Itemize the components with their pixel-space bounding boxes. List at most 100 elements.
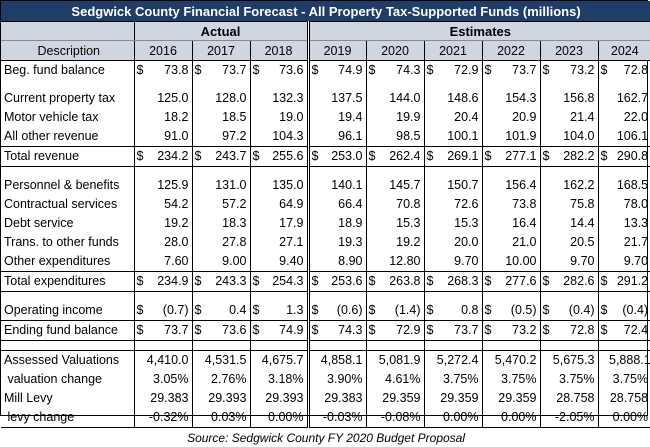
cell-value: 162.2 [551,176,598,195]
cell-value: 21.4 [551,108,598,127]
row-label: Other expenditures [1,252,134,272]
currency-symbol [308,351,319,371]
cell-value: 73.2 [493,321,540,341]
cell-value: 255.6 [261,147,308,167]
currency-symbol [482,214,493,233]
year-header: 2023 [540,41,598,61]
currency-symbol [192,127,203,147]
cell-value: (1.4) [377,301,424,321]
currency-symbol: $ [598,272,609,292]
cell-value: 0.00% [493,408,540,428]
cell-value: 28.758 [551,389,598,408]
currency-symbol: $ [366,272,377,292]
cell-value: 96.1 [319,127,366,147]
currency-symbol: $ [366,321,377,341]
currency-symbol [134,252,145,272]
currency-symbol [598,195,609,214]
currency-symbol: $ [482,321,493,341]
row-label: Current property tax [1,89,134,108]
currency-symbol [482,233,493,252]
currency-symbol [598,252,609,272]
currency-symbol [482,89,493,108]
cell-value: 148.6 [435,89,482,108]
table-title: Sedgwick County Financial Forecast - All… [1,1,650,22]
year-header: 2024 [598,41,650,61]
currency-symbol [366,108,377,127]
cell-value: 9.70 [551,252,598,272]
cell-value: 18.9 [319,214,366,233]
cell-value: 5,888.1 [609,351,650,371]
currency-symbol [482,108,493,127]
currency-symbol [598,127,609,147]
cell-value: 100.1 [435,127,482,147]
currency-symbol: $ [424,272,435,292]
cell-value: 253.6 [319,272,366,292]
spacer-row [1,167,650,177]
currency-symbol [134,127,145,147]
cell-value: 3.75% [435,370,482,389]
cell-value: 154.3 [493,89,540,108]
currency-symbol [308,233,319,252]
currency-symbol [308,389,319,408]
cell-value: 3.18% [261,370,308,389]
currency-symbol: $ [424,301,435,321]
cell-value: 145.7 [377,176,424,195]
currency-symbol: $ [482,272,493,292]
cell-value: 4.61% [377,370,424,389]
cell-value: 74.3 [377,61,424,81]
header-spacer [1,22,134,41]
spacer-row [1,80,650,89]
currency-symbol [424,351,435,371]
cell-value: 73.7 [493,61,540,81]
cell-value: 72.6 [435,195,482,214]
table-row: Operating income$(0.7)$0.4$1.3$(0.6)$(1.… [1,301,650,321]
cell-value: 66.4 [319,195,366,214]
currency-symbol [308,214,319,233]
currency-symbol [598,233,609,252]
cell-value: 140.1 [319,176,366,195]
currency-symbol [598,408,609,428]
cell-value: (0.5) [493,301,540,321]
currency-symbol [134,408,145,428]
cell-value: 72.9 [377,321,424,341]
currency-symbol [308,370,319,389]
currency-symbol [482,389,493,408]
cell-value: 13.3 [609,214,650,233]
cell-value: 282.6 [551,272,598,292]
year-header: 2018 [250,41,308,61]
group-estimates: Estimates [308,22,650,41]
currency-symbol [250,408,261,428]
cell-value: 19.2 [377,233,424,252]
cell-value: 20.9 [493,108,540,127]
cell-value: 73.7 [435,321,482,341]
currency-symbol [192,176,203,195]
currency-symbol [424,195,435,214]
currency-symbol: $ [134,272,145,292]
currency-symbol: $ [192,147,203,167]
currency-symbol [308,252,319,272]
currency-symbol [192,351,203,371]
currency-symbol [308,108,319,127]
cell-value: 19.0 [261,108,308,127]
cell-value: 19.4 [319,108,366,127]
cell-value: 125.0 [145,89,192,108]
cell-value: 98.5 [377,127,424,147]
cell-value: 156.4 [493,176,540,195]
year-header: 2019 [308,41,366,61]
currency-symbol [482,127,493,147]
cell-value: 3.75% [493,370,540,389]
currency-symbol [424,408,435,428]
row-label: All other revenue [1,127,134,147]
row-label: Assessed Valuations [1,351,134,371]
cell-value: -0.03% [319,408,366,428]
currency-symbol [250,176,261,195]
cell-value: 14.4 [551,214,598,233]
row-label: Operating income [1,301,134,321]
currency-symbol [192,370,203,389]
cell-value: 125.9 [145,176,192,195]
currency-symbol [540,408,551,428]
